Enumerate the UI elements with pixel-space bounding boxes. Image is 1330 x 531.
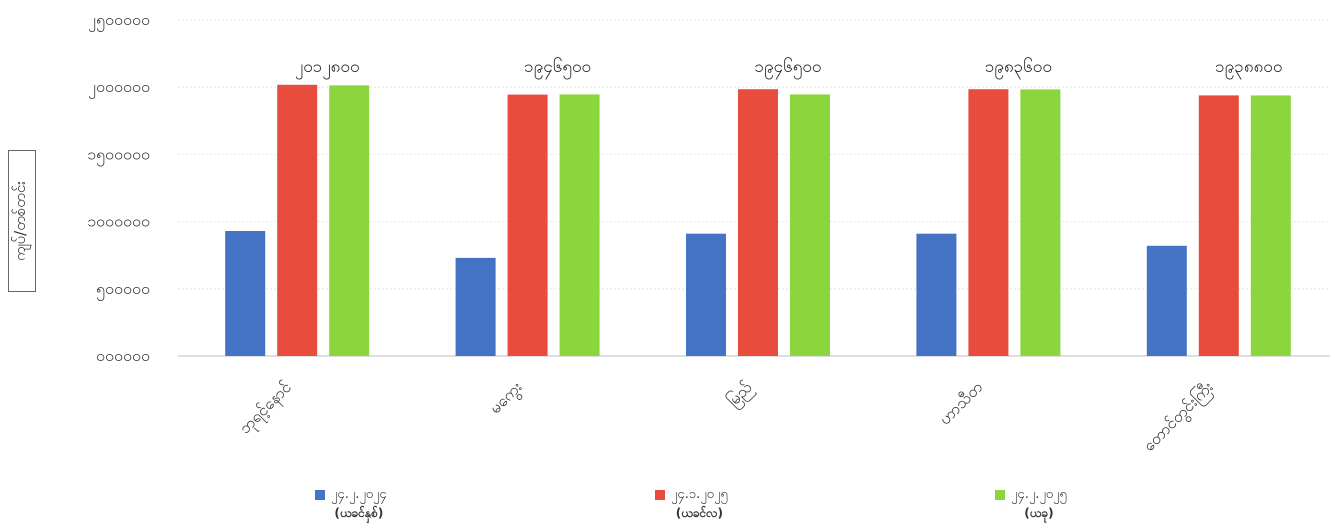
y-tick-label: ၅၀၀၀၀၀ [96, 279, 150, 301]
bar [277, 84, 318, 357]
bars [225, 84, 1291, 357]
x-tick-label: ဟာသီတ [935, 377, 986, 428]
bar [329, 85, 370, 357]
bar [1146, 245, 1187, 356]
data-label: ၁၉၄၆၅၀၀ [755, 56, 822, 80]
legend-label: ၂၄.၂.၂၀၂၅ [1011, 487, 1067, 502]
y-tick-label: ၁၀၀၀၀၀၀ [87, 212, 150, 231]
bar [1250, 95, 1291, 356]
legend-swatch [655, 490, 665, 500]
bar [916, 233, 957, 356]
data-labels: ၂၀၁၂၈၀၀ ၁၉၄၆၅၀၀ ၁၉၄၆၅၀၀ ၁၉၈၃၆၀၀ ၁၉၃၈၈၀၀ [295, 56, 1283, 80]
x-tick-label: မြည် [723, 377, 758, 412]
y-axis-title: ကျပ်/တစ်တင်း [11, 181, 29, 261]
legend-item-series-1: ၂၄.၂.၂၀၂၄ (ယခင်နှစ်) [315, 486, 387, 522]
legend-sublabel: (ယခင်နှစ်) [334, 506, 384, 520]
x-tick-label: တောင်တွင်းကြီး [1139, 377, 1219, 457]
x-tick-label: ဘုရင့်နောင် [235, 377, 297, 439]
legend-label: ၂၄.၂.၂၀၂၄ [331, 487, 387, 502]
legend-sublabel: (ယခု) [1024, 506, 1054, 520]
legend-swatch [995, 490, 1005, 500]
data-label: ၁၉၃၈၈၀၀ [1215, 57, 1282, 80]
x-axis-labels: ဘုရင့်နောင် မကွေး မြည် ဟာသီတ တောင်တွင်းကြီး [235, 377, 1219, 457]
bar [968, 89, 1009, 356]
bar [1198, 95, 1239, 356]
data-label: ၁၉၄၆၅၀၀ [524, 56, 591, 80]
legend-swatch [315, 490, 325, 500]
bar [738, 89, 778, 356]
legend-sublabel: (ယခင်လ) [675, 506, 723, 520]
bar [1020, 89, 1061, 356]
data-label: ၂၀၁၂၈၀၀ [295, 57, 360, 80]
x-tick-label: မကွေး [485, 377, 527, 419]
bar [225, 231, 266, 356]
y-tick-label: ၂၅၀၀၀၀၀ [88, 10, 150, 32]
y-axis-ticks: ၀၀၀၀၀၀ ၅၀၀၀၀၀ ၁၀၀၀၀၀၀ ၁၅၀၀၀၀၀ ၂၀၀၀၀၀၀ ၂၅၀၀၀၀၀ [87, 10, 150, 365]
bar [559, 94, 600, 356]
legend-label: ၂၄.၁.၂၀၂၅ [671, 487, 728, 502]
bar [686, 233, 726, 356]
legend-item-series-2: ၂၄.၁.၂၀၂၅ (ယခင်လ) [655, 486, 728, 522]
legend-item-series-3: ၂၄.၂.၂၀၂၅ (ယခု) [995, 486, 1067, 522]
bar [455, 257, 496, 356]
y-axis-title-box: ကျပ်/တစ်တင်း [8, 150, 36, 292]
bar [790, 94, 830, 356]
y-tick-label: ၀၀၀၀၀၀ [96, 346, 150, 365]
y-tick-label: ၁၅၀၀၀၀၀ [87, 144, 150, 166]
bar [507, 94, 548, 356]
data-label: ၁၉၈၃၆၀၀ [985, 56, 1052, 80]
y-tick-label: ၂၀၀၀၀၀၀ [88, 77, 150, 99]
